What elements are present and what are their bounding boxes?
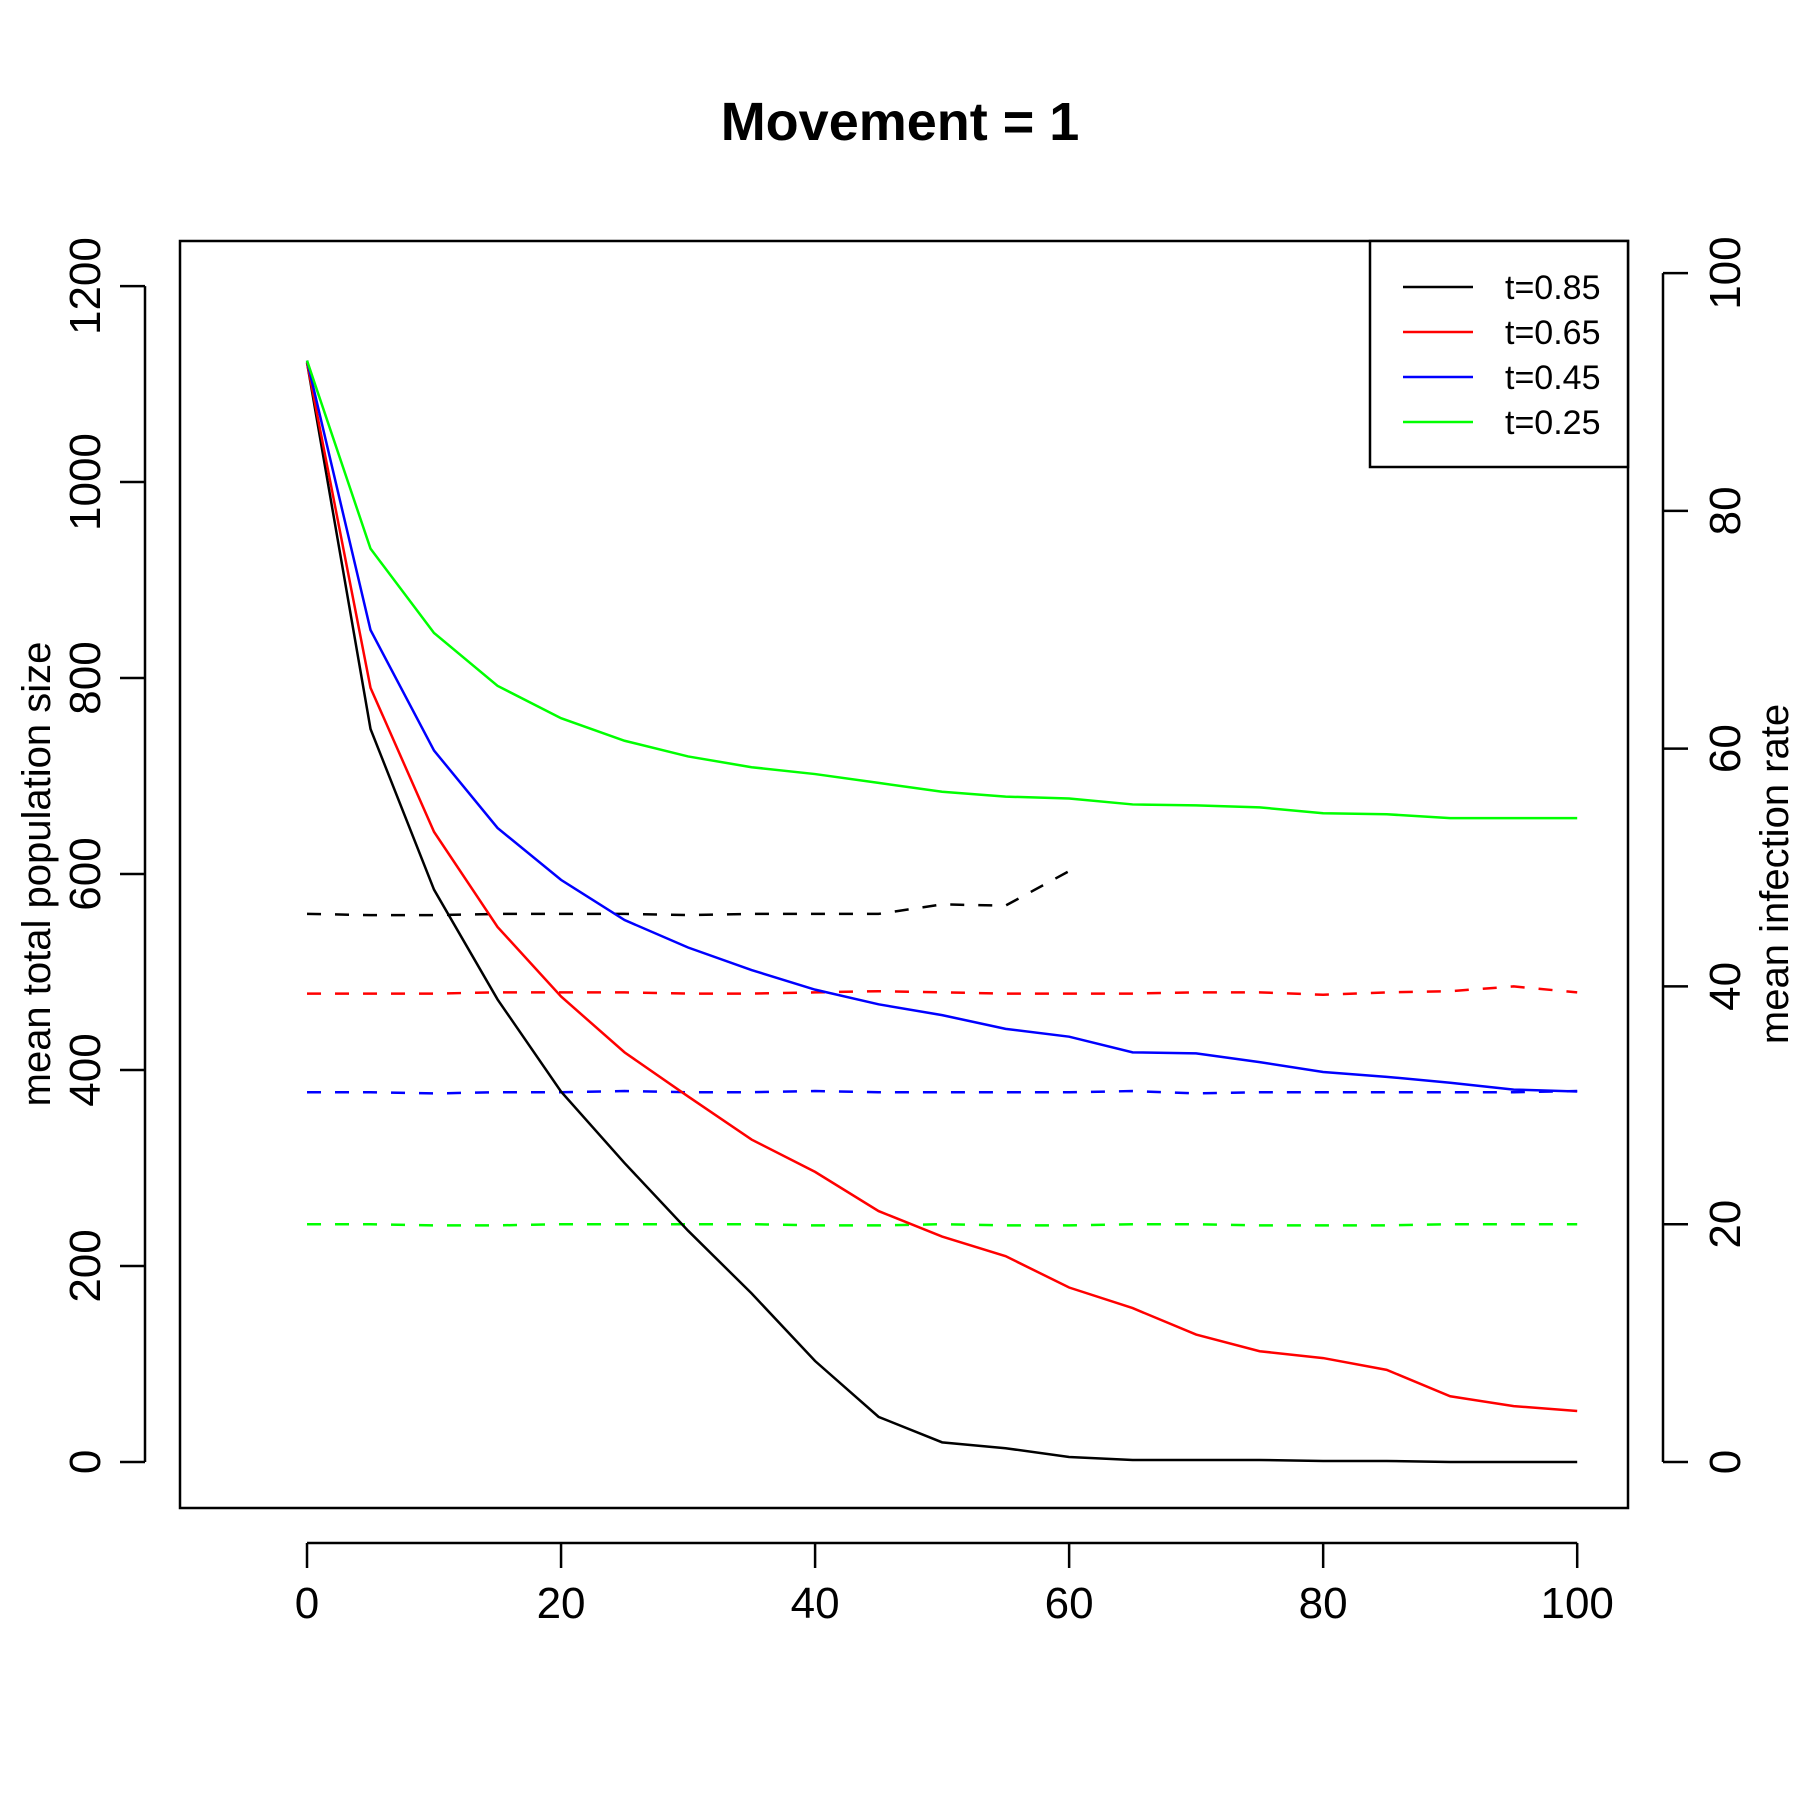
y2-tick-label: 80: [1701, 486, 1750, 535]
legend-label: t=0.25: [1505, 404, 1600, 442]
x-tick-label: 0: [295, 1579, 319, 1628]
x-tick-label: 60: [1045, 1579, 1094, 1628]
y-tick-label: 800: [61, 641, 110, 714]
y-tick-label: 1200: [61, 237, 110, 335]
dashed-series-line: [307, 1222, 1578, 1227]
y2-tick-label: 0: [1701, 1450, 1750, 1474]
series-line: [305, 362, 1578, 1413]
dashed-series-line: [306, 870, 1070, 917]
dashed-series-group: [306, 870, 1578, 1227]
x-tick-label: 80: [1299, 1579, 1348, 1628]
legend-label: t=0.85: [1505, 269, 1600, 307]
y-tick-label: 200: [61, 1229, 110, 1302]
y2-axis-label: mean infection rate: [1753, 704, 1797, 1044]
dashed-series-line: [307, 1089, 1578, 1095]
series-line: [305, 360, 1578, 820]
y-axis-right: 0 20 40 60 80 100: [1661, 236, 1750, 1474]
series-line: [305, 362, 1578, 1464]
plot-frame: [178, 239, 1630, 1510]
y2-tick-label: 60: [1701, 724, 1750, 773]
chart-title: Movement = 1: [721, 92, 1080, 152]
y-axis-label: mean total population size: [15, 642, 59, 1107]
y-tick-label: 1000: [61, 433, 110, 531]
legend: t=0.85 t=0.65 t=0.45 t=0.25: [1368, 239, 1630, 469]
y-tick-label: 0: [61, 1450, 110, 1474]
x-axis: 0 20 40 60 80 100: [295, 1541, 1614, 1628]
series-line: [305, 360, 1578, 1093]
dashed-series-line: [307, 985, 1578, 997]
y2-tick-label: 40: [1701, 962, 1750, 1011]
x-tick-label: 40: [791, 1579, 840, 1628]
solid-series-group: [305, 360, 1578, 1464]
y-tick-label: 600: [61, 837, 110, 910]
y2-tick-label: 100: [1701, 236, 1750, 309]
y-axis-left: 0 200 400 600 800 1000 1200: [61, 237, 147, 1474]
legend-box: [1368, 239, 1630, 469]
x-tick-label: 100: [1540, 1579, 1613, 1628]
x-tick-label: 20: [537, 1579, 586, 1628]
y-tick-label: 400: [61, 1033, 110, 1106]
y2-tick-label: 20: [1701, 1200, 1750, 1249]
legend-label: t=0.45: [1505, 359, 1600, 397]
legend-label: t=0.65: [1505, 314, 1600, 352]
